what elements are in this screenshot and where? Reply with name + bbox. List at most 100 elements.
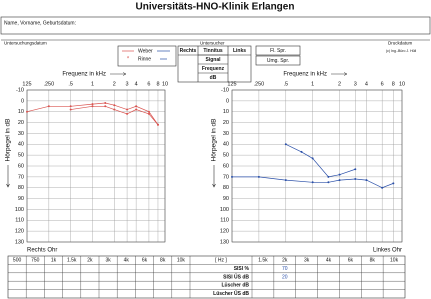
data-point — [69, 108, 72, 111]
series-line — [70, 105, 159, 125]
data-point — [381, 186, 384, 189]
x-tick-label: 6 — [381, 81, 384, 87]
data-point — [104, 102, 107, 105]
row-label: Lüscher dB — [221, 283, 249, 289]
tinnitus-left: Links — [233, 48, 246, 54]
series-line — [285, 143, 356, 178]
x-tick-label: 4 — [135, 81, 138, 87]
name-label: Name, Vorname, Geburtsdatum: — [4, 20, 76, 26]
column-label: 8k — [370, 258, 376, 264]
y-axis-arrow — [6, 165, 10, 188]
x-tick-label: 3 — [354, 81, 357, 87]
data-point — [135, 108, 138, 111]
y-tick-label: 0 — [21, 98, 24, 104]
y-tick-label: 80 — [223, 185, 229, 191]
column-label: 1.5k — [67, 258, 77, 264]
y-tick-label: 20 — [223, 120, 229, 126]
y-tick-label: 90 — [18, 196, 24, 202]
column-label: 10k — [390, 258, 399, 264]
y-tick-label: 100 — [220, 207, 229, 213]
y-tick-label: 10 — [18, 109, 24, 115]
data-point — [392, 182, 395, 185]
print-date-label: Druckdatum — [388, 41, 413, 46]
x-tick-label: .5 — [283, 81, 288, 87]
data-point — [147, 112, 150, 115]
data-point — [47, 105, 50, 108]
data-point — [147, 110, 150, 113]
column-label: 8k — [160, 258, 166, 264]
y-tick-label: 130 — [15, 239, 24, 245]
column-label: 500 — [13, 258, 22, 264]
y-tick-label: 20 — [18, 120, 24, 126]
y-axis-arrow — [212, 165, 216, 188]
plot-frame — [26, 89, 166, 243]
column-label: 3k — [304, 258, 310, 264]
tinnitus-right: Rechts — [180, 48, 197, 54]
x-axis-label: Frequenz in kHz — [283, 72, 327, 78]
speech-box — [255, 45, 301, 56]
series-line — [232, 176, 394, 189]
data-point — [311, 181, 314, 184]
legend-box — [117, 45, 177, 67]
legend-marker: * — [127, 57, 130, 63]
x-tick-label: .250 — [254, 81, 265, 87]
y-tick-label: 120 — [15, 229, 24, 235]
x-tick-label: .250 — [43, 81, 54, 87]
y-tick-label: 80 — [18, 185, 24, 191]
x-tick-label: 1 — [91, 81, 94, 87]
y-tick-label: 30 — [18, 131, 24, 137]
column-label: 6k — [142, 258, 148, 264]
x-tick-label: 2 — [113, 81, 116, 87]
data-point — [156, 123, 159, 126]
y-tick-label: 10 — [223, 109, 229, 115]
column-label: 4k — [326, 258, 332, 264]
data-point — [327, 181, 330, 184]
x-tick-label: 1 — [311, 81, 314, 87]
row-label: Lüscher ÜS dB — [213, 290, 249, 297]
y-tick-label: 40 — [223, 142, 229, 148]
data-point — [257, 175, 260, 178]
y-tick-label: -10 — [16, 87, 24, 93]
y-tick-label: 30 — [223, 131, 229, 137]
unit-label: [ Hz ] — [215, 258, 227, 264]
speech-box — [255, 55, 301, 66]
data-point — [365, 179, 368, 182]
x-tick-label: 8 — [156, 81, 159, 87]
x-tick-label: 125 — [22, 81, 31, 87]
data-point — [135, 105, 138, 108]
x-tick-label: 3 — [126, 81, 129, 87]
data-point — [354, 168, 357, 171]
column-label: 2k — [282, 258, 288, 264]
column-label: 750 — [31, 258, 40, 264]
column-label: 10k — [177, 258, 186, 264]
cell-value: 70 — [282, 266, 288, 272]
tinnitus-signal: Signal — [205, 57, 221, 63]
examiner-label: Untersucher — [200, 41, 225, 46]
y-tick-label: 110 — [220, 218, 229, 224]
data-point — [354, 178, 357, 181]
tinnitus-db: dB — [210, 75, 217, 81]
legend-rinne: Rinne — [138, 56, 151, 62]
data-point — [104, 105, 107, 108]
y-axis-label: Hörpegel in dB — [211, 119, 218, 162]
y-tick-label: 60 — [18, 163, 24, 169]
x-axis-arrow — [110, 72, 127, 76]
x-tick-label: 4 — [365, 81, 368, 87]
row-label: SISI ÜS dB — [223, 273, 249, 280]
data-point — [91, 105, 94, 108]
x-tick-label: .5 — [68, 81, 73, 87]
charts: -100102030405060708090100110120130125.25… — [5, 72, 405, 254]
exam-date-label: Untersuchungsdatum — [4, 41, 47, 46]
data-point — [284, 143, 287, 146]
y-axis-label: Hörpegel in dB — [5, 119, 12, 162]
column-label: 3k — [105, 258, 111, 264]
plot-frame — [231, 89, 403, 243]
x-tick-label: 10 — [162, 81, 168, 87]
x-axis-arrow — [331, 72, 348, 76]
data-point — [113, 108, 116, 111]
data-point — [300, 150, 303, 153]
speech-ambient: Umg. Spr. — [267, 58, 289, 64]
data-point — [113, 104, 116, 107]
column-label: 4k — [124, 258, 130, 264]
